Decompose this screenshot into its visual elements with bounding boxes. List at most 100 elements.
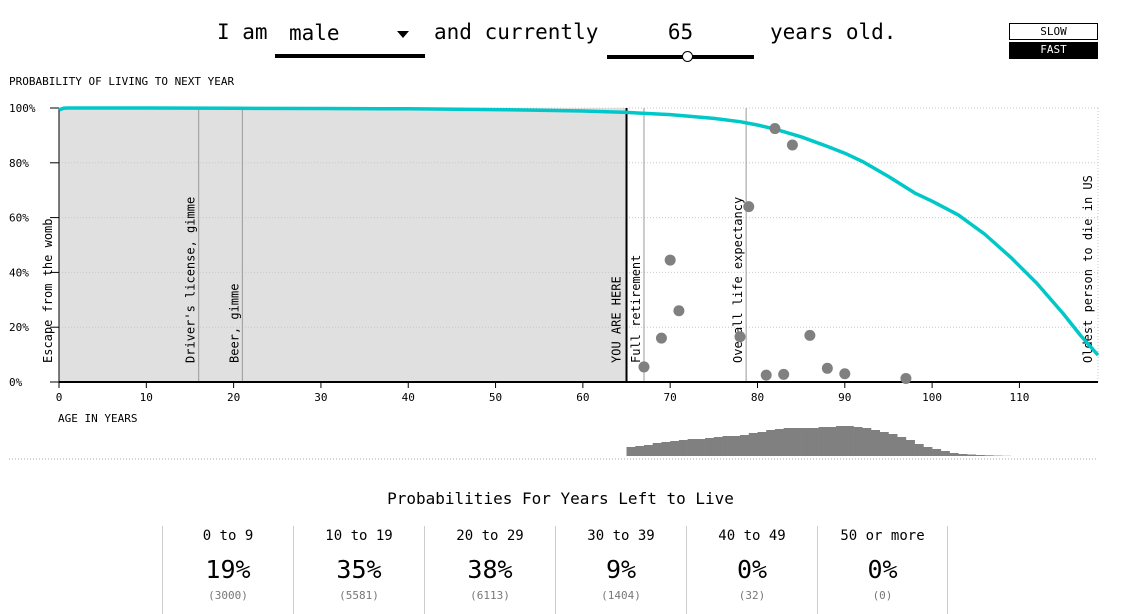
age-slider-track[interactable] [607, 55, 754, 59]
histogram-bar [740, 435, 750, 456]
speed-fast-button[interactable]: FAST [1009, 42, 1098, 59]
simulated-death-point [900, 372, 912, 384]
histogram-bar [783, 428, 793, 456]
histogram-bar [696, 439, 706, 456]
x-tick-label: 40 [402, 391, 415, 404]
y-tick-label: 100% [9, 102, 36, 115]
histogram-bar [687, 439, 697, 456]
y-tick-label: 40% [9, 266, 29, 279]
table-column: 40 to 49 0% (32) [686, 526, 817, 614]
histogram-bar [705, 438, 715, 456]
range-label: 10 to 19 [325, 528, 393, 544]
sentence-prefix: I am [217, 20, 268, 44]
sex-select-value: male [289, 21, 340, 45]
x-axis-label: AGE IN YEARS [58, 412, 138, 425]
range-label: 30 to 39 [587, 528, 655, 544]
histogram-bar [652, 443, 662, 456]
caret-down-icon [397, 31, 409, 38]
table-column: 50 or more 0% (0) [817, 526, 948, 614]
histogram-bar [722, 436, 732, 456]
simulated-death-point [734, 331, 746, 343]
histogram-bar [870, 430, 881, 456]
count-value: (1404) [601, 589, 641, 602]
histogram-bar [827, 427, 837, 456]
histogram-bar [626, 447, 636, 456]
age-slider-handle[interactable] [682, 51, 693, 62]
histogram-bar [967, 454, 977, 456]
annotation-label: Overall life expectancy [731, 197, 745, 363]
annotation-label: Oldest person to die in US [1081, 175, 1095, 363]
x-tick-label: 80 [751, 391, 764, 404]
histogram-bar [958, 454, 968, 456]
simulated-death-point [760, 369, 772, 381]
histogram-bar [792, 428, 802, 456]
count-value: (6113) [470, 589, 510, 602]
histogram-bar [731, 436, 741, 456]
simulated-death-point [821, 362, 833, 374]
x-tick-label: 0 [56, 391, 63, 404]
simulated-death-point [673, 305, 685, 317]
percent-value: 0% [736, 555, 768, 584]
histogram-bar [809, 428, 819, 456]
x-tick-label: 100 [922, 391, 942, 404]
histogram-bar [678, 440, 688, 456]
simulated-death-point [769, 123, 781, 135]
survival-chart: Escape from the womb Driver's license, gi… [9, 102, 1100, 460]
table-column: 20 to 29 38% (6113) [424, 526, 555, 614]
count-value: (32) [738, 589, 766, 602]
count-value: (3000) [208, 589, 248, 602]
survival-curve [58, 106, 1100, 357]
x-tick-label: 90 [838, 391, 851, 404]
histogram-bar [801, 428, 811, 456]
histogram-bar [862, 428, 872, 456]
histogram-bar [975, 455, 985, 456]
y-tick-label: 60% [9, 212, 29, 225]
y-tick-label: 20% [9, 321, 29, 334]
histogram-bar [879, 432, 889, 456]
histogram-bar [844, 426, 854, 456]
x-tick-label: 20 [227, 391, 240, 404]
histogram-bar [949, 453, 959, 456]
table-column: 30 to 39 9% (1404) [555, 526, 686, 614]
simulated-death-point [786, 139, 798, 151]
histogram-bar [897, 437, 907, 456]
range-label: 40 to 49 [718, 528, 786, 544]
sex-select[interactable]: male [275, 18, 425, 58]
current-age-label: YOU ARE HERE [610, 276, 624, 363]
simulated-death-point [664, 254, 676, 266]
simulated-death-point [804, 329, 816, 341]
speed-slow-button[interactable]: SLOW [1009, 23, 1098, 40]
y-tick-label: 80% [9, 157, 29, 170]
percent-value: 0% [867, 555, 898, 584]
percent-value: 35% [336, 555, 382, 584]
x-tick-label: 70 [664, 391, 677, 404]
histogram-bar [766, 430, 776, 456]
histogram-bar [984, 455, 994, 456]
table-column: 10 to 19 35% (5581) [293, 526, 424, 614]
simulated-death-point [655, 332, 667, 344]
simulated-death-point [839, 368, 851, 380]
sentence-middle: and currently [434, 20, 599, 44]
annotation-label: Full retirement [629, 255, 643, 363]
histogram-bar [923, 447, 933, 456]
histogram-bar [670, 441, 680, 456]
x-tick-label: 110 [1009, 391, 1029, 404]
annotation-label: Beer, gimme [227, 284, 241, 363]
histogram-bar [635, 446, 645, 456]
percent-value: 9% [605, 555, 637, 584]
histogram-bar [748, 433, 758, 456]
histogram-bar [774, 429, 784, 456]
histogram-bar [940, 451, 950, 456]
age-value: 65 [667, 20, 694, 44]
x-tick-label: 10 [140, 391, 153, 404]
x-tick-label: 60 [576, 391, 589, 404]
range-label: 50 or more [840, 528, 925, 544]
y-tick-label: 0% [9, 376, 23, 389]
count-value: (0) [872, 589, 893, 602]
sentence-suffix: years old. [770, 20, 897, 44]
histogram-bar [888, 434, 898, 456]
lived-region [59, 108, 627, 382]
histogram-bar [932, 449, 942, 456]
simulated-death-point [743, 201, 755, 213]
range-label: 0 to 9 [202, 528, 254, 544]
